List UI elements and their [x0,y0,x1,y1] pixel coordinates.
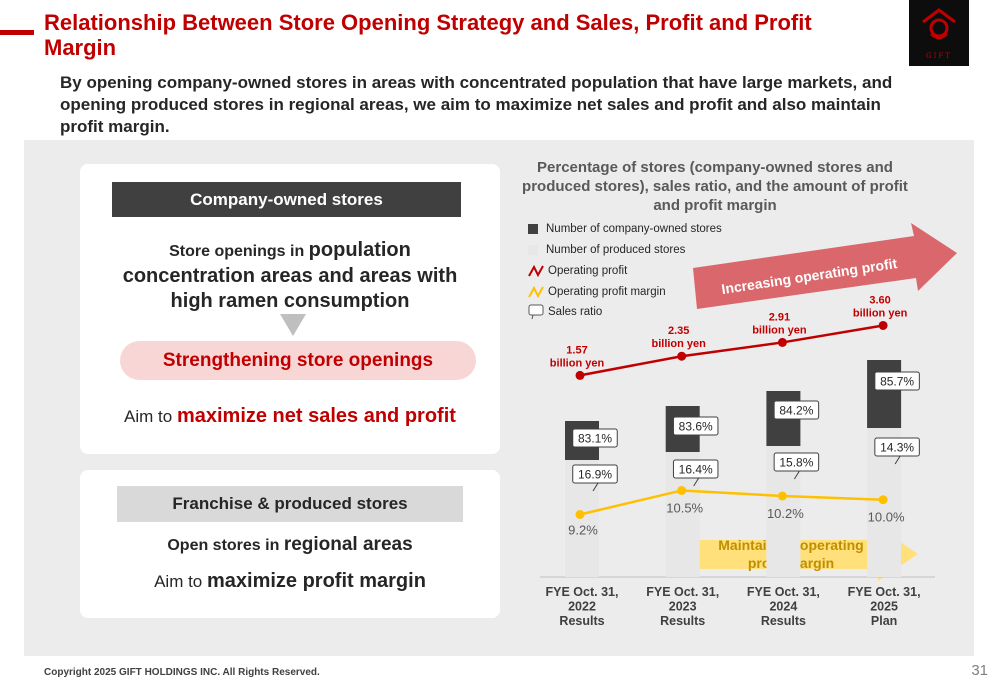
page-title: Relationship Between Store Opening Strat… [44,10,812,60]
down-arrow-icon [280,314,306,336]
legend-produced-label: Number of produced stores [546,244,686,256]
company-line1-emph: population [308,239,411,261]
legend-op-profit: Operating profit [528,262,627,280]
legend-op-profit-line-icon [528,265,544,277]
legend-produced-swatch [528,245,538,255]
company-owned-heading: Company-owned stores [112,182,461,217]
title-accent-bar [0,30,34,35]
franchise-heading: Franchise & produced stores [117,486,463,522]
franchise-aim: Aim to maximize profit margin [82,570,498,593]
company-line2: concentration areas and areas with [122,265,458,287]
franchise-line1-prefix: Open stores in [167,537,284,554]
franchise-description: Open stores in regional areas [82,534,498,556]
legend-company-label: Number of company-owned stores [546,223,722,235]
franchise-line1-emph: regional areas [283,534,413,555]
copyright-footer: Copyright 2025 GIFT HOLDINGS INC. All Ri… [44,667,320,678]
legend-op-margin-label: Operating profit margin [548,286,666,298]
company-line3: high ramen consumption [170,290,410,312]
page-subtitle: By opening company-owned stores in areas… [60,73,893,136]
company-line1-prefix: Store openings in [169,243,309,260]
legend-sales-ratio-label: Sales ratio [548,306,603,318]
company-owned-description: Store openings in population concentrati… [82,238,498,314]
legend-sales-ratio: Sales ratio [528,303,602,321]
logo-text: GIFT [926,52,952,60]
legend-op-profit-label: Operating profit [548,265,628,277]
legend-op-margin-line-icon [528,286,544,298]
legend-company: Number of company-owned stores [528,220,722,238]
legend-company-swatch [528,224,538,234]
franchise-aim-prefix: Aim to [154,572,207,591]
company-aim-emph: maximize net sales and profit [176,405,456,427]
franchise-aim-emph: maximize profit margin [206,570,426,592]
strengthening-pill: Strengthening store openings [120,341,476,380]
company-logo: GIFT [909,0,969,66]
page-number: 31 [971,662,988,679]
chart-title: Percentage of stores (company-owned stor… [522,159,908,214]
legend-op-margin: Operating profit margin [528,283,666,301]
company-aim: Aim to maximize net sales and profit [82,405,498,428]
company-aim-prefix: Aim to [124,407,177,426]
legend-produced: Number of produced stores [528,241,685,259]
logo-emblem-icon [922,8,956,40]
speech-bubble-icon [528,304,544,320]
